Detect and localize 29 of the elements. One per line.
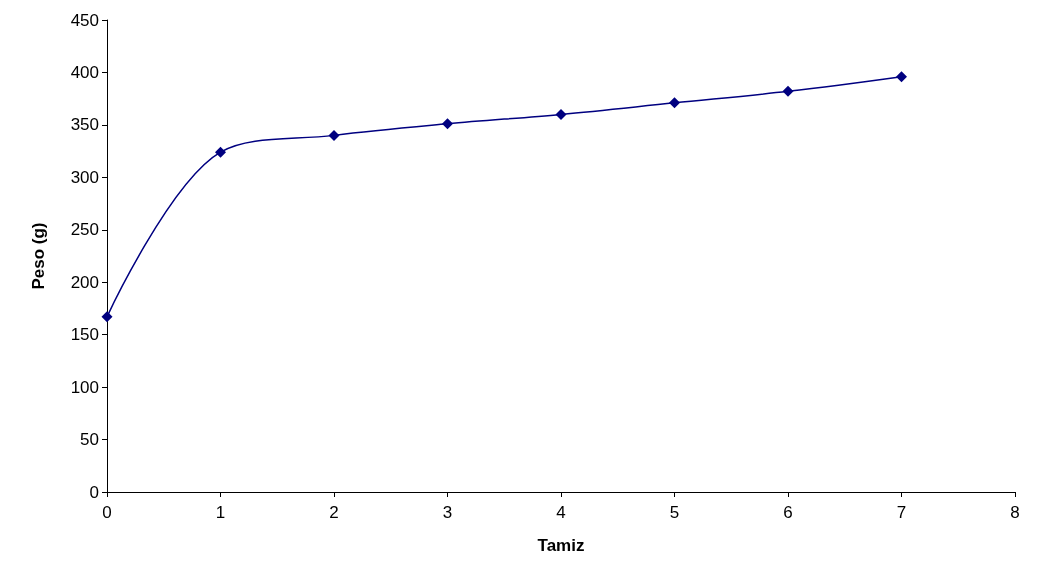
y-tick-label: 200	[70, 272, 99, 292]
y-tick-label: 250	[70, 220, 99, 240]
point	[669, 97, 680, 109]
y-tick-label: 100	[70, 377, 99, 397]
point	[782, 85, 794, 97]
x-tick-label: 6	[783, 503, 793, 522]
y-tick-label: 150	[70, 325, 99, 345]
point	[215, 146, 226, 158]
y-tick-label: 450	[70, 10, 99, 30]
x-tick-label: 0	[102, 503, 112, 522]
x-tick-label: 1	[215, 503, 226, 522]
x-tick-label: 7	[896, 503, 907, 522]
point	[442, 118, 453, 130]
y-tick-label: 300	[70, 167, 99, 187]
y-tick-label: 50	[80, 430, 99, 450]
point	[101, 311, 113, 323]
x-tick-label: 5	[669, 503, 680, 522]
point	[896, 71, 907, 83]
y-tick-label: 400	[70, 62, 99, 82]
point	[555, 108, 567, 120]
x-tick-label: 4	[556, 503, 566, 522]
x-tick-label: 2	[329, 503, 339, 522]
point	[328, 129, 340, 141]
x-tick-label: 8	[1010, 503, 1020, 522]
x-tick-label: 3	[442, 503, 453, 522]
y-axis-title: Peso (g)	[29, 222, 48, 290]
y-tick-label: 0	[89, 482, 99, 502]
y-tick-label: 350	[70, 115, 99, 135]
x-axis-title: Tamiz	[537, 536, 585, 555]
